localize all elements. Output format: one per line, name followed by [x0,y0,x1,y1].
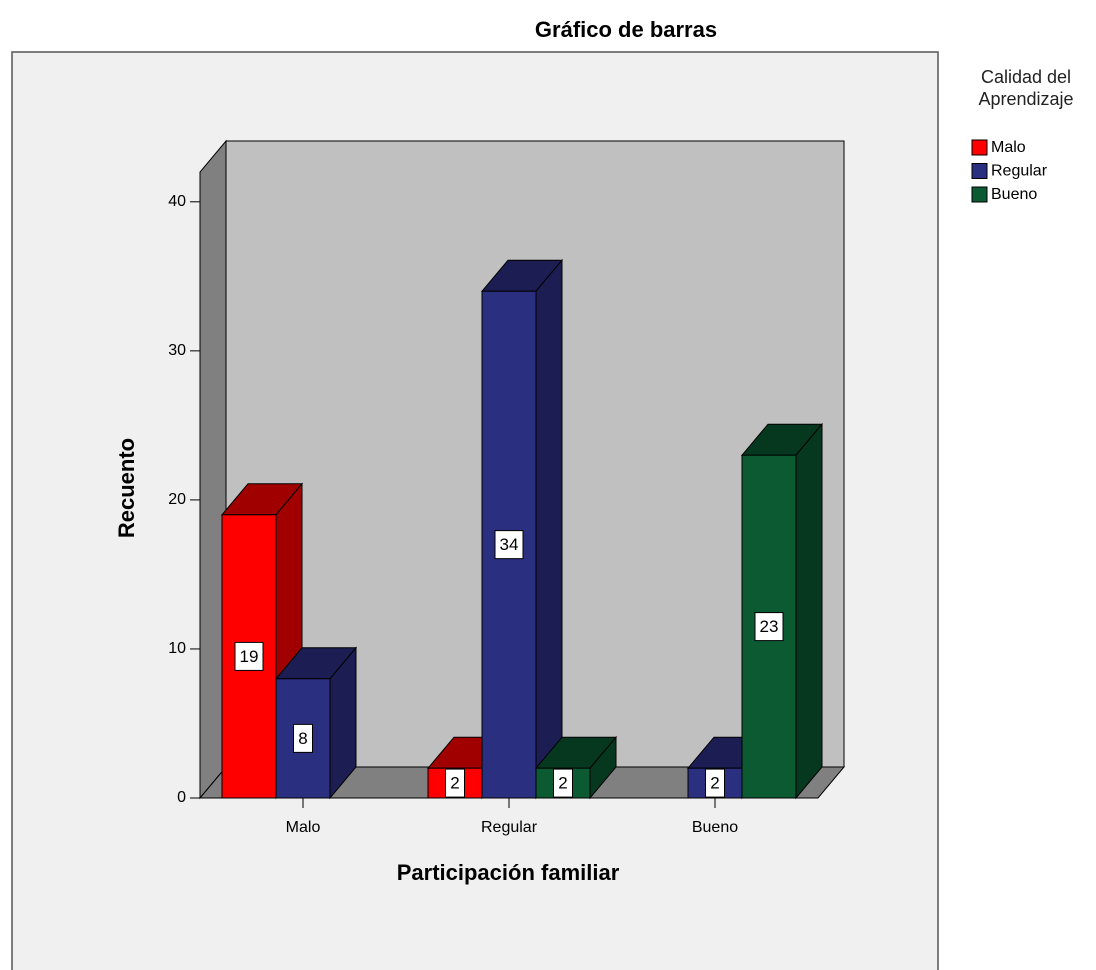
legend-label: Regular [991,163,1048,180]
chart-title: Gráfico de barras [535,17,717,42]
value-label: 8 [298,729,307,748]
bar-side [795,422,823,800]
legend-label: Malo [991,139,1026,156]
value-label-box [234,641,264,671]
legend-label: Bueno [991,186,1037,203]
value-label-box [445,768,465,798]
y-axis-title: Recuento [114,438,139,538]
y-tick-label: 0 [177,789,186,806]
value-label: 19 [240,647,259,666]
value-label: 23 [760,617,779,636]
value-label-box [494,530,524,560]
y-tick-label: 40 [168,193,186,210]
x-tick-label: Bueno [692,819,738,836]
legend-swatch [971,139,988,156]
value-label: 2 [710,774,719,793]
y-tick-label: 10 [168,640,186,657]
x-tick-label: Regular [481,819,538,836]
value-label-box [293,723,313,753]
legend-swatch [971,163,988,179]
value-label: 2 [558,774,567,793]
x-axis-title: Participación familiar [397,860,620,885]
y-tick-label: 20 [168,491,186,508]
y-tick-label: 30 [168,342,186,359]
value-label-box [705,768,725,798]
legend-swatch [971,186,988,203]
value-label-box [754,612,784,642]
x-tick-label: Malo [286,819,321,836]
legend-title: Calidad del Aprendizaje [978,67,1074,109]
value-label-box [553,768,573,798]
bar-side [535,258,563,800]
value-label: 2 [450,774,459,793]
value-label: 34 [500,535,519,554]
